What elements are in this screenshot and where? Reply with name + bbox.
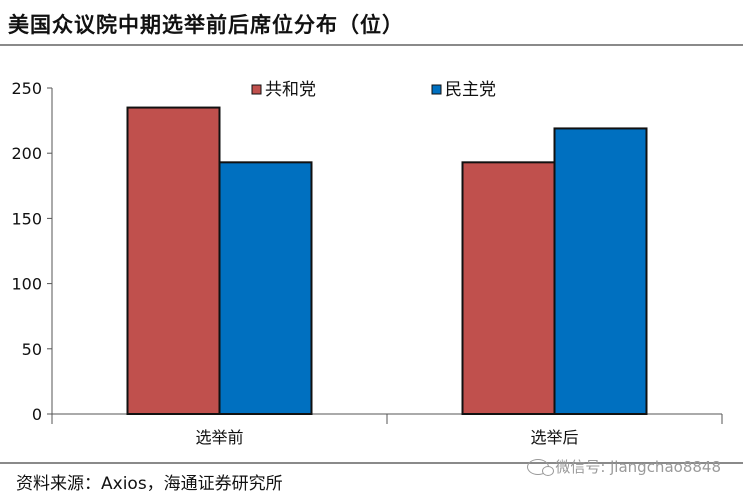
y-tick-label: 0 [32, 405, 42, 424]
bar-chart: 0 50 100 150 200 250 选举前 选举后 共和党 民主党 [11, 79, 723, 447]
legend-swatch [431, 84, 442, 95]
bar-democrat [218, 161, 313, 415]
bar-republican [126, 106, 221, 416]
y-tick-label: 250 [11, 79, 42, 98]
chart-area: 0 50 100 150 200 250 选举前 选举后 共和党 民主党 [0, 60, 743, 460]
watermark-text: 微信号: jiangchao8848 [555, 458, 721, 476]
y-tick-label: 50 [22, 340, 42, 359]
x-tick-label: 选举前 [195, 428, 243, 447]
footer-divider [0, 462, 743, 464]
chart-title: 美国众议院中期选举前后席位分布（位） [8, 13, 404, 37]
y-tick-label: 100 [11, 275, 42, 294]
watermark: 微信号: jiangchao8848 [527, 456, 721, 477]
bar-republican [461, 161, 556, 415]
legend-label: 共和党 [265, 80, 316, 100]
y-tick-label: 200 [11, 144, 42, 163]
title-bar: 美国众议院中期选举前后席位分布（位） [0, 0, 743, 46]
x-tick-label: 选举后 [530, 428, 578, 447]
legend-label: 民主党 [445, 80, 496, 100]
y-tick-label: 150 [11, 209, 42, 228]
legend-swatch [251, 84, 262, 95]
source-note: 资料来源：Axios，海通证券研究所 [16, 474, 283, 494]
wechat-icon [527, 458, 555, 476]
bar-democrat [553, 127, 648, 415]
